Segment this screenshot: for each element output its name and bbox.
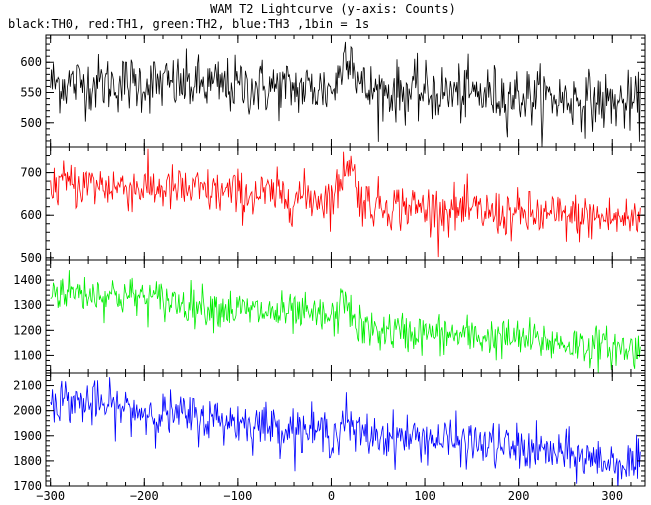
x-tick-label: 0: [328, 489, 335, 503]
panel-1: 500 600 700: [20, 146, 646, 265]
y-tick-label: 500: [20, 116, 42, 130]
y-tick-label: 700: [20, 166, 42, 180]
y-tick-label: 2000: [13, 404, 42, 418]
y-tick-label: 600: [20, 55, 42, 69]
plot-area: 500 550 600 500 600 700 1100 1200 1300 1400 1700 18…: [13, 34, 646, 503]
x-tick-label: 100: [414, 489, 436, 503]
panel-frame: [45, 259, 646, 374]
x-tick-label: 200: [508, 489, 530, 503]
y-tick-label: 1800: [13, 454, 42, 468]
chart-subtitle: black:TH0, red:TH1, green:TH2, blue:TH3 …: [8, 17, 369, 31]
chart-title: WAM T2 Lightcurve (y-axis: Counts): [210, 2, 456, 16]
y-tick-label: 1100: [13, 348, 42, 362]
series-line-0: [50, 41, 641, 147]
x-tick-label: 300: [601, 489, 623, 503]
y-tick-label: 1700: [13, 479, 42, 493]
y-tick-label: 550: [20, 86, 42, 100]
series-line-2: [50, 270, 641, 373]
panel-frame: [45, 372, 646, 487]
series-line-3: [50, 377, 641, 486]
panel-3: 1700 1800 1900 2000 2100: [13, 372, 646, 493]
x-tick-label: −100: [223, 489, 252, 503]
y-tick-label: 1300: [13, 298, 42, 312]
y-tick-label: 2100: [13, 379, 42, 393]
series-line-1: [50, 148, 641, 258]
y-tick-label: 600: [20, 208, 42, 222]
panel-0: 500 550 600: [20, 34, 646, 148]
y-tick-label: 1900: [13, 429, 42, 443]
y-tick-label: 1200: [13, 323, 42, 337]
x-tick-label: −200: [130, 489, 159, 503]
y-tick-label: 1400: [13, 273, 42, 287]
y-tick-label: 500: [20, 251, 42, 265]
panel-frame: [45, 146, 646, 261]
panel-2: 1100 1200 1300 1400: [13, 259, 646, 374]
x-tick-label: −300: [36, 489, 65, 503]
